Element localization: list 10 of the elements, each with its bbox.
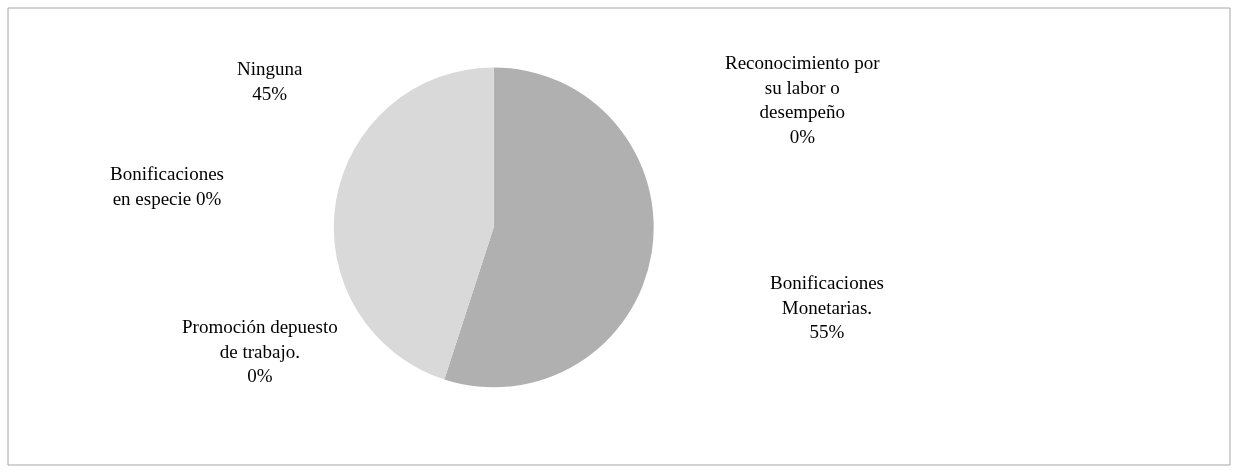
text: 0%	[247, 365, 273, 387]
text: 0%	[789, 126, 815, 148]
slice-label: Bonificaciones Monetarias.	[770, 272, 884, 318]
category-label: Bonificaciones en especie 0%	[110, 163, 224, 209]
data-label: 45%	[252, 82, 288, 104]
data-label: 55%	[809, 321, 845, 343]
slice-label: Ninguna	[237, 58, 303, 79]
category-label: Promoción depuesto de trabajo.	[182, 316, 338, 362]
category-label: Reconocimiento por su labor o desempeño	[725, 52, 880, 123]
pie-slice	[444, 67, 654, 388]
